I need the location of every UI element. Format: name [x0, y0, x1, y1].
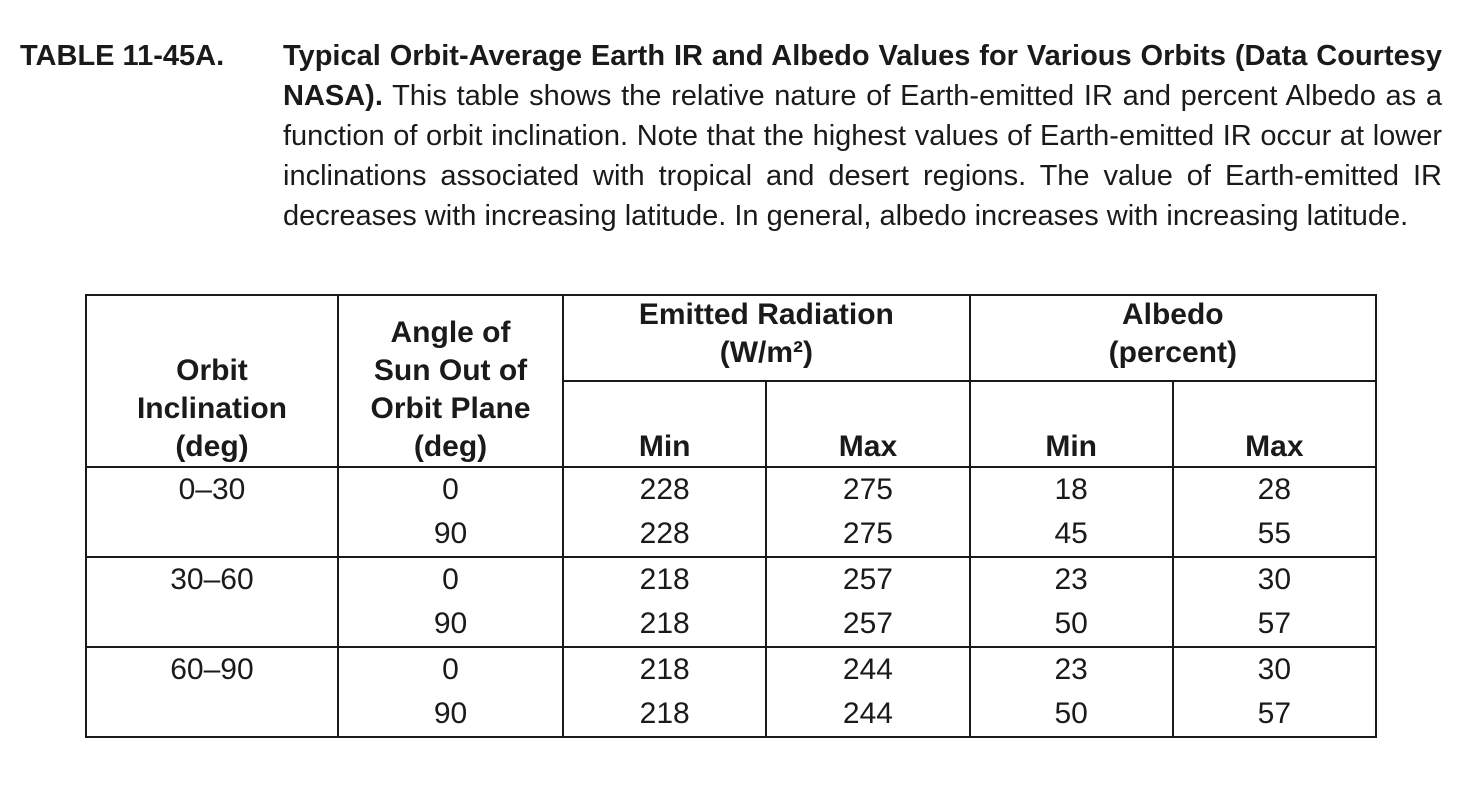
cell-albedo-min: 23 50 — [968, 556, 1174, 648]
header-emitted-radiation: Emitted Radiation (W/m²) — [562, 294, 971, 382]
cell-inclination: 30–60 — [85, 556, 339, 648]
table-row-group-2: 30–60 0 90 218 218 257 257 23 50 30 57 — [85, 556, 1378, 648]
cell-albedo-min: 23 50 — [968, 646, 1174, 738]
header-emitted-min: Min — [562, 380, 768, 468]
cell-albedo-max: 28 55 — [1171, 466, 1378, 558]
header-orbit-inclination: Orbit Inclination (deg) — [85, 294, 339, 468]
caption-text: Typical Orbit-Average Earth IR and Albed… — [283, 36, 1442, 236]
table-caption: TABLE 11-45A. Typical Orbit-Average Eart… — [20, 36, 1442, 236]
header-sun-angle: Angle of Sun Out of Orbit Plane (deg) — [336, 294, 565, 468]
header-albedo-max: Max — [1171, 380, 1378, 468]
cell-albedo-max: 30 57 — [1171, 646, 1378, 738]
cell-inclination: 60–90 — [85, 646, 339, 738]
cell-emitted-max: 257 257 — [765, 556, 971, 648]
table-row-group-1: 0–30 0 90 228 228 275 275 18 45 28 55 — [85, 466, 1378, 558]
cell-angle: 0 90 — [336, 466, 565, 558]
header-emitted-max: Max — [765, 380, 971, 468]
caption-title: Typical Orbit-Average Earth IR and Albed… — [283, 40, 1442, 112]
cell-albedo-min: 18 45 — [968, 466, 1174, 558]
cell-angle: 0 90 — [336, 556, 565, 648]
cell-albedo-max: 30 57 — [1171, 556, 1378, 648]
caption-label: TABLE 11-45A. — [20, 40, 225, 72]
header-albedo: Albedo (percent) — [968, 294, 1378, 382]
cell-emitted-min: 228 228 — [562, 466, 768, 558]
cell-angle: 0 90 — [336, 646, 565, 738]
cell-inclination: 0–30 — [85, 466, 339, 558]
cell-emitted-min: 218 218 — [562, 556, 768, 648]
cell-emitted-min: 218 218 — [562, 646, 768, 738]
header-albedo-min: Min — [968, 380, 1174, 468]
table-row-group-3: 60–90 0 90 218 218 244 244 23 50 30 57 — [85, 646, 1378, 738]
data-table: Orbit Inclination (deg) Angle of Sun Out… — [85, 294, 1378, 738]
cell-emitted-max: 244 244 — [765, 646, 971, 738]
cell-emitted-max: 275 275 — [765, 466, 971, 558]
caption-body: This table shows the relative nature of … — [283, 80, 1442, 232]
